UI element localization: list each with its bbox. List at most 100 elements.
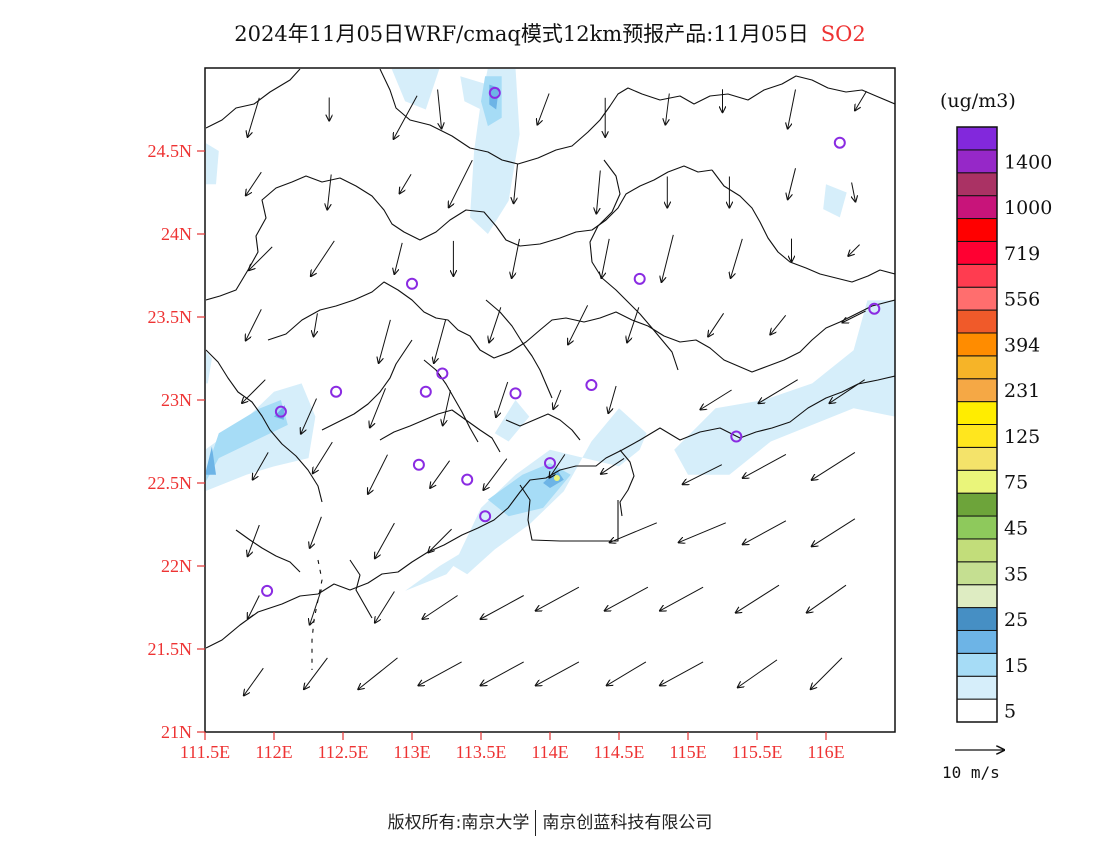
lon-tick-label-2: 112.5E [318,742,369,762]
lat-tick-label-4: 23N [161,390,192,410]
so2-plume-3 [206,143,219,185]
wind-arrow-65 [678,522,726,543]
city-boundary [349,559,373,619]
wind-arrow-35 [568,305,589,345]
province-boundary [206,69,301,129]
wind-arrow-77 [806,584,847,613]
footer: 版权所有:南京大学 南京创蓝科技有限公司 [0,808,1100,836]
wind-arrow-76 [735,584,780,613]
city-boundary [235,529,301,573]
colorbar-swatch-0 [956,698,998,723]
wind-arrow-62 [374,522,395,559]
wind-arrow-80 [358,657,398,690]
so2-concentration-layer [206,69,895,591]
lon-tick-label-5: 114E [531,742,568,762]
wind-vectors [241,89,867,696]
so2-peak [553,475,560,482]
wind-arrow-29 [848,244,860,257]
lat-tick-label-1: 21.5N [148,639,193,659]
city-boundary [423,359,479,443]
colorbar-swatch-3 [956,629,998,654]
colorbar-swatch-14 [956,378,998,403]
colorbar-label-1: 15 [1004,655,1028,677]
colorbar-swatch-1 [956,675,998,700]
colorbar-swatch-23 [956,172,998,197]
wind-arrow-56 [600,457,625,474]
city-boundary [619,449,635,517]
colorbar-swatch-6 [956,561,998,586]
wind-arrow-27 [730,238,743,279]
colorbar-swatch-17 [956,309,998,334]
wind-arrow-19 [852,182,856,203]
wind-arrow-50 [252,452,269,480]
city-boundary [505,413,581,441]
wind-arrow-63 [428,528,452,553]
species-label: SO2 [820,22,866,46]
wind-arrow-0 [247,97,260,138]
colorbar-swatch-21 [956,218,998,242]
wind-arrow-30 [245,309,262,341]
colorbar-swatch-19 [956,263,998,288]
footer-separator [535,810,537,836]
colorbar-swatch-7 [956,538,998,563]
lon-tick-label-0: 111.5E [180,742,230,762]
wind-arrow-14 [514,164,518,204]
colorbar-label-7: 231 [1004,380,1040,402]
city-boundary [589,159,679,371]
wind-arrow-71 [422,595,458,620]
city-boundary [379,409,501,453]
wind-arrow-86 [737,659,778,688]
wind-arrow-31 [313,313,317,337]
wind-arrow-52 [368,454,388,495]
colorbar-swatch-16 [956,332,998,357]
copyright-left: 版权所有:南京大学 [387,813,530,833]
wind-arrow-73 [535,586,580,611]
wind-arrow-75 [659,586,704,611]
wind-arrow-15 [596,170,601,215]
wind-arrow-72 [480,595,524,620]
latitude-axis: 21N 21.5N 22N 22.5N 23N 23.5N 24N 24.5N [148,141,205,742]
lon-tick-label-6: 114.5E [594,742,645,762]
wind-arrow-4 [537,93,550,126]
city-boundary [485,299,553,399]
wind-arrow-39 [842,310,866,323]
so2-plume-0 [470,69,520,234]
station-marker-6 [330,385,343,398]
station-marker-2 [406,277,418,290]
station-marker-1 [833,136,846,149]
colorbar-label-4: 45 [1004,518,1028,540]
city-boundary [206,349,323,503]
wind-arrow-41 [301,398,317,435]
wind-arrow-57 [682,464,723,485]
station-marker-11 [730,430,743,443]
colorbar-label-2: 25 [1004,609,1028,631]
wind-arrow-3 [437,89,442,130]
wind-arrow-13 [448,159,473,208]
so2-plume-1 [391,69,440,110]
colorbar-label-9: 556 [1004,289,1040,311]
copyright-right: 南京创蓝科技有限公司 [542,813,713,833]
station-marker-7 [419,385,432,398]
wind-arrow-78 [243,667,264,696]
wind-arrow-11 [327,174,332,211]
colorbar-swatch-22 [956,195,998,220]
city-boundary [711,169,895,283]
wind-arrow-20 [248,246,273,271]
wind-arrow-67 [811,518,856,547]
lat-tick-label-3: 22.5N [148,473,193,493]
wind-arrow-81 [418,661,462,686]
so2-plume-12 [206,400,288,482]
wind-arrow-47 [700,389,732,410]
colorbar-label-11: 1000 [1004,197,1052,219]
so2-plume-4 [823,184,847,218]
city-boundary [267,281,895,373]
wind-arrow-2 [393,95,418,140]
title-text: 2024年11月05日WRF/cmaq模式12km预报产品:11月05日 [234,22,809,46]
wind-arrow-82 [480,661,524,686]
wind-arrow-44 [496,381,509,418]
province-boundary [379,69,895,165]
wind-arrow-51 [312,441,333,474]
wind-arrow-48 [758,379,798,404]
so2-plume-9 [674,300,895,475]
wind-arrow-74 [604,586,649,611]
